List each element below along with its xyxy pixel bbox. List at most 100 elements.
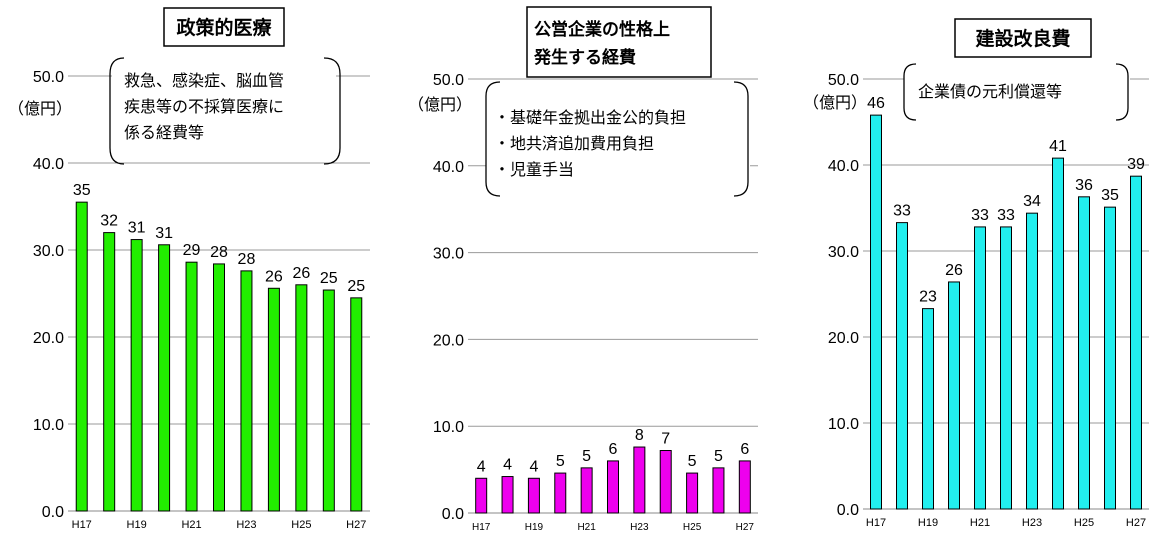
x-tick-label: H21 xyxy=(577,522,596,533)
y-tick-label: 30.0 xyxy=(828,244,859,261)
data-label: 36 xyxy=(1075,177,1093,194)
y-tick-label: 40.0 xyxy=(828,158,859,175)
bar xyxy=(103,232,116,512)
annotation-left-bracket xyxy=(903,63,917,121)
data-label: 33 xyxy=(893,203,911,220)
bar xyxy=(527,477,540,514)
x-tick-label: H25 xyxy=(291,519,311,531)
annotation-line: 企業債の元利償還等 xyxy=(918,82,1062,101)
data-label: 8 xyxy=(635,427,644,444)
bar xyxy=(607,460,619,514)
annotation-background xyxy=(904,68,1130,118)
bar xyxy=(580,467,593,514)
x-tick-label: H27 xyxy=(736,522,755,533)
y-tick-label: 50.0 xyxy=(433,72,464,89)
x-tick-label: H17 xyxy=(72,519,92,531)
data-label: 25 xyxy=(347,278,365,295)
data-label: 25 xyxy=(320,270,338,287)
data-label: 35 xyxy=(1101,187,1119,204)
x-tick-label: H27 xyxy=(1126,517,1146,529)
bar xyxy=(295,284,308,512)
bar xyxy=(501,476,514,514)
annotation-background xyxy=(112,64,336,162)
y-tick-label: 30.0 xyxy=(433,246,464,263)
bar xyxy=(870,114,882,510)
y-tick-label: 50.0 xyxy=(33,69,64,86)
data-label: 5 xyxy=(556,453,565,470)
data-label: 4 xyxy=(477,458,486,475)
bar xyxy=(948,281,960,510)
data-label: 28 xyxy=(238,251,256,268)
bar xyxy=(633,446,646,514)
y-tick-label: 10.0 xyxy=(33,417,64,434)
x-tick-label: H19 xyxy=(918,517,938,529)
data-label: 4 xyxy=(503,457,512,474)
data-label: 33 xyxy=(971,207,989,224)
x-tick-label: H21 xyxy=(970,517,990,529)
chart-panel-construction-improvement: 0.0 10.0 20.0 30.0 40.0 50.0 H17 H19 H21 H23 H25 H… xyxy=(803,18,1149,529)
annotation-left-bracket xyxy=(485,81,501,197)
data-label: 26 xyxy=(292,265,310,282)
title-box xyxy=(954,18,1092,58)
x-tick-label: H23 xyxy=(630,522,649,533)
bar xyxy=(712,467,725,514)
y-tick-label: 20.0 xyxy=(433,332,464,349)
bar xyxy=(1078,196,1090,510)
y-tick-label: 0.0 xyxy=(442,506,464,523)
annotation-line: 疾患等の不採算医療に xyxy=(124,97,284,116)
data-label: 33 xyxy=(997,207,1015,224)
annotation-line: ・基礎年金拠出金公的負担 xyxy=(494,108,686,127)
bar xyxy=(1026,212,1038,510)
y-tick-label: 20.0 xyxy=(828,330,859,347)
bar xyxy=(1104,206,1116,510)
data-label: 32 xyxy=(100,213,118,230)
bar xyxy=(213,263,225,512)
bar xyxy=(267,287,280,512)
data-label: 31 xyxy=(128,220,146,237)
data-label: 7 xyxy=(661,431,670,448)
y-tick-label: 10.0 xyxy=(828,416,859,433)
x-tick-label: H17 xyxy=(472,522,491,533)
chart-panel-public-enterprise-costs: 0.0 10.0 20.0 30.0 40.0 50.0 H17 H19 H21 H23 H25 H… xyxy=(408,6,758,533)
bar xyxy=(130,239,143,512)
bar xyxy=(659,450,672,514)
x-tick-label: H21 xyxy=(181,519,201,531)
x-tick-label: H19 xyxy=(525,522,544,533)
y-tick-label: 50.0 xyxy=(828,72,859,89)
chart-title: 建設改良費 xyxy=(975,27,1070,50)
bar xyxy=(686,472,699,514)
y-tick-label: 10.0 xyxy=(433,419,464,436)
data-label: 5 xyxy=(582,448,591,465)
data-label: 23 xyxy=(919,289,937,306)
chart-title-line: 公営企業の性格上 xyxy=(534,19,670,39)
annotation-line: ・地共済追加費用負担 xyxy=(494,134,654,153)
x-tick-label: H19 xyxy=(127,519,147,531)
y-tick-label: 30.0 xyxy=(33,243,64,260)
x-tick-label: H25 xyxy=(1074,517,1094,529)
annotation-right-bracket xyxy=(1115,63,1129,121)
bar xyxy=(475,477,488,514)
y-tick-label: 40.0 xyxy=(33,156,64,173)
bar xyxy=(158,244,171,512)
data-label: 46 xyxy=(867,95,885,112)
annotation-line: 救急、感染症、脳血管 xyxy=(124,71,284,90)
y-tick-label: 0.0 xyxy=(837,502,859,519)
data-label: 6 xyxy=(740,441,749,458)
y-unit-label: （億円） xyxy=(8,100,72,118)
title-box xyxy=(163,7,285,47)
data-label: 26 xyxy=(265,268,283,285)
y-unit-label: （億円） xyxy=(408,96,472,114)
bar xyxy=(322,289,335,512)
bar xyxy=(350,297,363,512)
annotation-right-bracket xyxy=(323,57,341,165)
data-label: 29 xyxy=(183,242,201,259)
data-label: 39 xyxy=(1127,156,1145,173)
bar xyxy=(1052,157,1064,510)
x-tick-label: H23 xyxy=(1022,517,1042,529)
x-tick-label: H27 xyxy=(346,519,366,531)
data-label: 28 xyxy=(210,244,228,261)
x-tick-label: H23 xyxy=(236,519,256,531)
data-label: 31 xyxy=(155,225,173,242)
y-unit-label: （億円） xyxy=(803,94,867,112)
y-tick-label: 40.0 xyxy=(433,159,464,176)
